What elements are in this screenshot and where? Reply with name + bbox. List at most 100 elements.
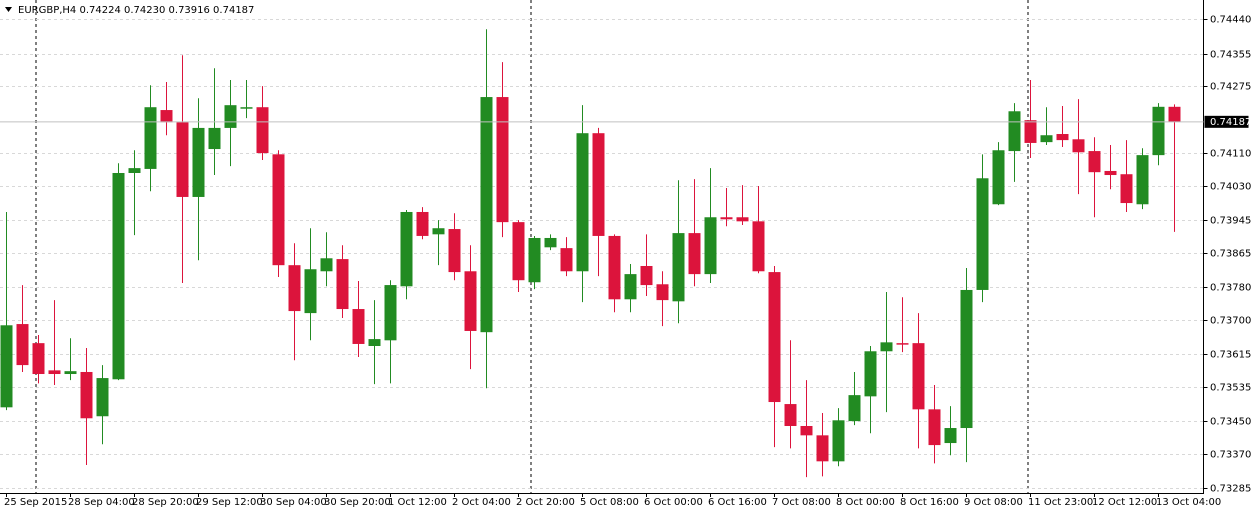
candle-body: [320, 258, 333, 272]
candle-body: [896, 343, 909, 345]
candle-body: [256, 107, 269, 154]
y-tick-label: 0.73285: [1210, 484, 1251, 495]
candle-body: [96, 378, 109, 417]
candle-body: [656, 284, 669, 301]
candle-body: [1040, 135, 1053, 143]
x-tick-label: 30 Sep 20:00: [324, 497, 391, 508]
candle-body: [992, 150, 1005, 205]
x-tick-label: 29 Sep 12:00: [196, 497, 263, 508]
candle-body: [816, 435, 829, 462]
x-tick-label: 8 Oct 16:00: [900, 497, 959, 508]
x-tick-label: 6 Oct 16:00: [708, 497, 767, 508]
candle-body: [224, 105, 237, 128]
candle-body: [192, 127, 205, 197]
y-tick-label: 0.73865: [1210, 249, 1251, 260]
candle-body: [336, 259, 349, 310]
y-tick-label: 0.74275: [1210, 82, 1251, 93]
candle-body: [768, 272, 781, 403]
candle-body: [880, 342, 893, 352]
candle-body: [736, 217, 749, 222]
candle-body: [576, 133, 589, 272]
candle-body: [1072, 139, 1085, 153]
candle-body: [416, 211, 429, 236]
candle-body: [704, 217, 717, 275]
candle-body: [592, 133, 605, 236]
candle-body: [1120, 174, 1133, 204]
candle-body: [368, 339, 381, 346]
candle-body: [752, 221, 765, 272]
candle-body: [0, 325, 13, 408]
candle-body: [64, 371, 77, 375]
x-tick-label: 12 Oct 12:00: [1092, 497, 1157, 508]
x-tick-label: 1 Oct 12:00: [388, 497, 447, 508]
x-tick-label: 30 Sep 04:00: [260, 497, 327, 508]
candle-body: [800, 425, 813, 436]
candle-body: [1008, 111, 1021, 152]
candle-body: [640, 265, 653, 286]
candle-body: [1152, 106, 1165, 156]
y-tick-label: 0.74355: [1210, 50, 1251, 61]
candle-body: [960, 289, 973, 429]
candle-body: [672, 233, 685, 302]
candle-body: [944, 428, 957, 444]
candle-body: [48, 370, 61, 375]
candle-body: [304, 269, 317, 314]
candle-body: [288, 265, 301, 312]
candle-body: [496, 97, 509, 223]
candle-body: [144, 107, 157, 169]
x-tick-label: 2 Oct 20:00: [516, 497, 575, 508]
candle-body: [32, 343, 45, 375]
candle-body: [560, 248, 573, 272]
y-tick-label: 0.74030: [1210, 182, 1251, 193]
candle-body: [1168, 106, 1181, 122]
x-tick-label: 28 Sep 20:00: [132, 497, 199, 508]
x-tick-label: 8 Oct 00:00: [836, 497, 895, 508]
x-tick-label: 13 Oct 04:00: [1156, 497, 1221, 508]
candle-body: [80, 371, 93, 419]
y-tick-label: 0.73535: [1210, 383, 1251, 394]
candle-body: [624, 274, 637, 300]
candle-body: [16, 324, 29, 366]
candle-body: [464, 271, 477, 331]
candle-body: [432, 228, 445, 235]
price-marker-box: [1204, 115, 1249, 128]
candle-body: [272, 154, 285, 266]
candle-body: [400, 211, 413, 287]
price-marker-label: 0.74187: [1210, 117, 1251, 128]
candle-body: [912, 343, 925, 410]
menu-arrow[interactable]: [5, 7, 12, 12]
y-tick-label: 0.73945: [1210, 216, 1251, 227]
candle-body: [1088, 151, 1101, 173]
candle-body: [160, 110, 173, 123]
candle-body: [544, 237, 557, 248]
x-tick-label: 5 Oct 08:00: [580, 497, 639, 508]
candle-body: [208, 127, 221, 150]
candle-body: [848, 395, 861, 422]
x-tick-label: 7 Oct 08:00: [772, 497, 831, 508]
candle-body: [240, 107, 253, 109]
x-tick-label: 28 Sep 04:00: [68, 497, 135, 508]
candle-body: [1024, 120, 1037, 143]
candle-body: [528, 237, 541, 283]
candle-body: [176, 122, 189, 197]
candle-body: [1056, 134, 1069, 141]
candle-body: [480, 97, 493, 333]
candle-body: [784, 404, 797, 426]
y-tick-label: 0.73700: [1210, 316, 1251, 327]
y-tick-label: 0.73615: [1210, 350, 1251, 361]
x-tick-label: 25 Sep 2015: [4, 497, 67, 508]
candle-body: [864, 351, 877, 397]
x-tick-label: 2 Oct 04:00: [452, 497, 511, 508]
candle-body: [1136, 155, 1149, 205]
candle-body: [128, 168, 141, 173]
candle-body: [448, 229, 461, 273]
candle-body: [512, 222, 525, 281]
x-tick-label: 6 Oct 00:00: [644, 497, 703, 508]
candle-body: [1104, 170, 1117, 176]
candle-body: [832, 420, 845, 462]
y-tick-label: 0.73450: [1210, 417, 1251, 428]
candle-body: [976, 178, 989, 290]
y-tick-label: 0.74110: [1210, 149, 1251, 160]
